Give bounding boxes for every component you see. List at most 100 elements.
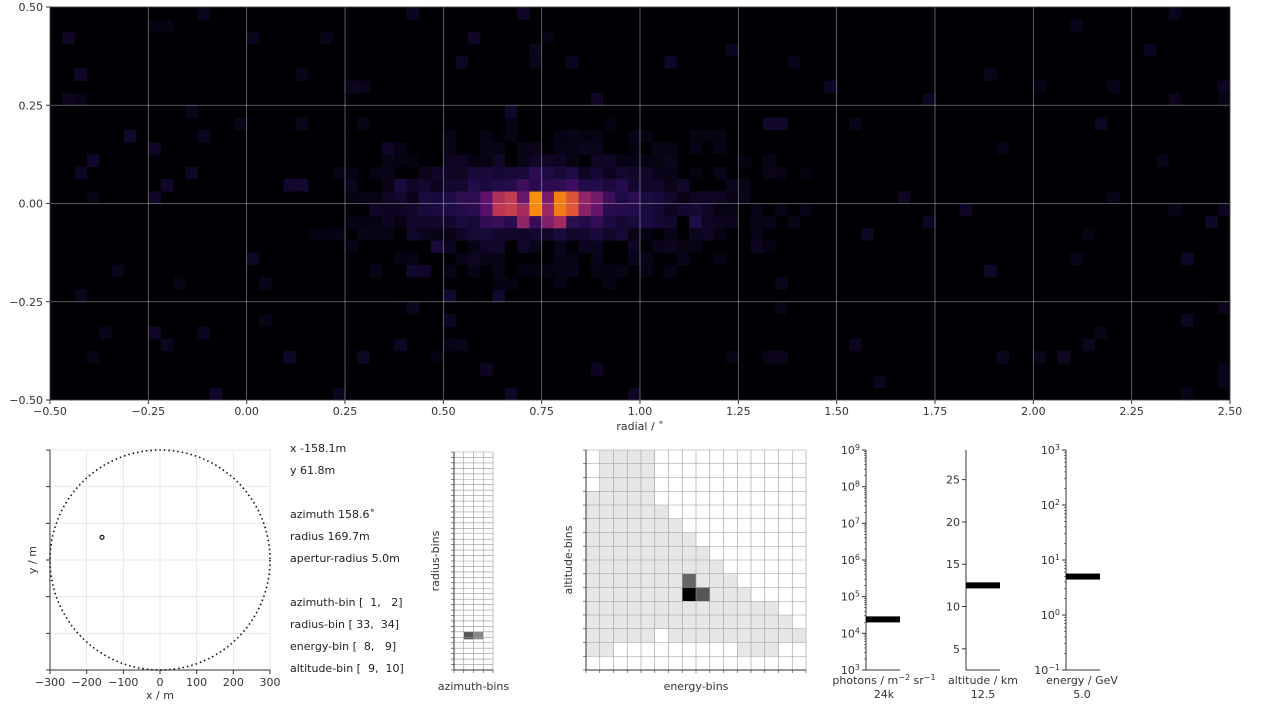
altitude-energy-cell xyxy=(723,587,738,602)
altitude-energy-cell xyxy=(723,573,738,588)
radial-heatmap-cell xyxy=(762,215,776,229)
radial-y-tick-label: 0.50 xyxy=(19,1,44,14)
altitude-energy-cell xyxy=(613,546,628,560)
radial-heatmap-cell xyxy=(185,166,198,180)
radial-x-tick-label: 2.25 xyxy=(1119,405,1144,418)
radial-heatmap-cell xyxy=(541,178,555,192)
radial-heatmap-cell xyxy=(332,166,346,180)
altitude-energy-cell xyxy=(641,601,655,615)
radial-heatmap-cell xyxy=(615,228,629,241)
azimuth-bins-label: azimuth-bins xyxy=(438,680,510,693)
radial-heatmap-cell xyxy=(455,154,469,167)
radial-heatmap-cell xyxy=(148,142,161,155)
radial-heatmap-cell xyxy=(566,166,579,180)
altitude-energy-cell xyxy=(709,628,724,643)
radial-heatmap-cell xyxy=(443,289,456,303)
altitude-energy-cell xyxy=(613,601,628,615)
altitude-energy-cell xyxy=(599,546,614,560)
radial-heatmap-cell xyxy=(406,178,420,192)
info-y: y 61.8m xyxy=(290,464,336,477)
radial-heatmap-cell xyxy=(590,228,604,241)
radial-heatmap-cell xyxy=(541,203,555,217)
radial-heatmap-cell xyxy=(529,43,542,57)
radial-heatmap-cell xyxy=(492,215,506,229)
radial-heatmap-cell xyxy=(701,203,715,217)
radial-heatmap-cell xyxy=(590,203,604,217)
radial-heatmap-cell xyxy=(357,215,370,229)
radial-heatmap-cell xyxy=(1217,363,1231,376)
altitude-value-bar xyxy=(966,582,1000,589)
radial-heatmap-cell xyxy=(394,338,407,352)
altitude-tick-label: 25 xyxy=(946,474,960,487)
radial-heatmap-cell xyxy=(480,191,493,204)
radial-heatmap-cell xyxy=(529,178,542,192)
radial-heatmap-cell xyxy=(345,215,358,229)
radial-heatmap-cell xyxy=(455,338,469,352)
radial-heatmap-cell xyxy=(431,228,444,241)
radial-heatmap-cell xyxy=(1143,43,1157,57)
altitude-energy-cell xyxy=(627,518,641,533)
radial-heatmap-cell xyxy=(148,191,161,204)
radial-heatmap-cell xyxy=(922,92,936,106)
radial-heatmap-cell xyxy=(701,228,715,241)
altitude-energy-cell xyxy=(764,642,779,657)
altitude-energy-cell xyxy=(586,628,600,643)
altitude-energy-cell xyxy=(668,628,683,643)
radial-heatmap-cell xyxy=(480,178,493,192)
radial-heatmap-cell xyxy=(246,252,260,266)
radial-heatmap-cell xyxy=(529,56,542,69)
radial-heatmap-cell xyxy=(529,154,542,167)
radial-heatmap-cell xyxy=(553,277,567,290)
altitude-energy-cell xyxy=(586,560,600,574)
altitude-energy-cell xyxy=(668,546,683,560)
radial-heatmap-cell xyxy=(664,191,678,204)
altitude-energy-cell xyxy=(668,573,683,588)
altitude-tick-label: 5 xyxy=(953,643,960,656)
radial-heatmap-cell xyxy=(664,178,678,192)
radial-heatmap-cell xyxy=(762,166,776,180)
radial-heatmap-cell xyxy=(566,142,579,155)
radial-heatmap-cell xyxy=(517,178,530,192)
radial-heatmap-cell xyxy=(443,178,456,192)
altitude-energy-cell xyxy=(599,450,614,464)
altitude-energy-cell xyxy=(641,587,655,602)
radial-heatmap-cell xyxy=(787,56,801,69)
radial-x-tick-label: 2.00 xyxy=(1021,405,1046,418)
radial-heatmap-cell xyxy=(345,166,358,180)
radial-heatmap-cell xyxy=(553,166,567,180)
radial-heatmap-cell xyxy=(517,142,530,155)
radial-heatmap-cell xyxy=(615,264,629,278)
radial-heatmap-cell xyxy=(861,228,874,241)
radial-heatmap-cell xyxy=(74,68,88,81)
radial-heatmap-cell xyxy=(283,178,297,192)
radial-x-tick-label: 0.25 xyxy=(333,405,358,418)
altitude-energy-cell xyxy=(641,560,655,574)
radial-heatmap-cell xyxy=(713,203,727,217)
energy-bins-label: energy-bins xyxy=(664,680,729,693)
altitude-energy-highlight xyxy=(682,573,696,588)
energy-tick-label: 100 xyxy=(1041,608,1060,623)
radial-heatmap-cell xyxy=(1217,92,1231,106)
radial-heatmap-cell xyxy=(652,166,665,180)
radial-heatmap-cell xyxy=(431,350,444,364)
photons-tick-label: 109 xyxy=(841,443,860,458)
radial-heatmap-cell xyxy=(738,178,751,192)
altitude-energy-cell xyxy=(627,615,641,629)
altitude-energy-cell xyxy=(627,463,641,478)
radial-heatmap-cell xyxy=(492,252,506,266)
radial-heatmap-cell xyxy=(517,154,530,167)
radial-heatmap-cell xyxy=(652,154,665,167)
radial-heatmap-cell xyxy=(86,350,100,364)
radial-heatmap-cell xyxy=(1057,350,1071,364)
radial-heatmap-cell xyxy=(381,191,395,204)
radial-heatmap-cell xyxy=(197,326,211,339)
radial-heatmap-cell xyxy=(492,203,506,217)
radial-heatmap-cell xyxy=(848,117,862,131)
radial-heatmap-cell xyxy=(517,203,530,217)
radial-heatmap-cell xyxy=(185,105,198,118)
radial-heatmap-cell xyxy=(664,154,678,167)
altitude-energy-cell xyxy=(682,532,696,547)
radial-heatmap-cell xyxy=(824,80,837,94)
radial-heatmap-cell xyxy=(1168,92,1182,106)
radial-heatmap-cell xyxy=(480,363,493,376)
